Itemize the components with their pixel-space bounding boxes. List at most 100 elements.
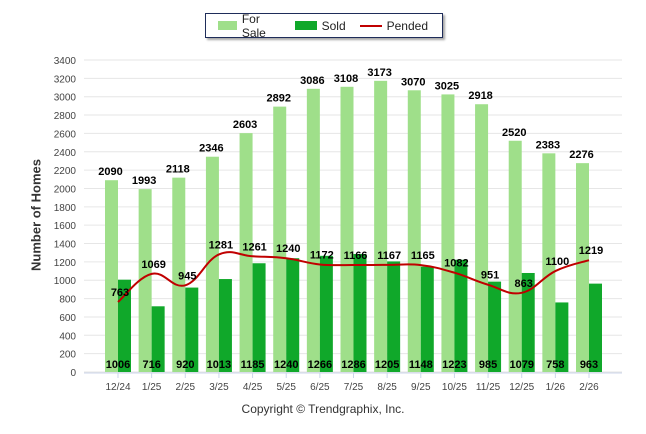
y-tick-label: 0 bbox=[70, 368, 76, 379]
pended-line-series bbox=[117, 251, 590, 303]
y-tick-label: 3000 bbox=[54, 93, 77, 104]
sold-swatch bbox=[294, 21, 317, 30]
legend-item-sold[interactable]: Sold bbox=[294, 18, 346, 33]
y-tick-label: 2600 bbox=[54, 129, 77, 140]
legend-label-sold: Sold bbox=[321, 18, 346, 33]
pended-value-label: 945 bbox=[178, 270, 196, 282]
sold-bar bbox=[353, 253, 367, 372]
sold-bar bbox=[589, 283, 602, 372]
y-tick-label: 2400 bbox=[54, 148, 77, 159]
pended-value-label: 863 bbox=[515, 278, 533, 290]
y-tick-label: 800 bbox=[59, 295, 76, 306]
x-tick-label: 6/25 bbox=[310, 382, 330, 393]
sold-value-label: 716 bbox=[142, 359, 160, 371]
x-tick-label: 9/25 bbox=[411, 382, 431, 393]
x-tick-label: 1/26 bbox=[546, 382, 566, 393]
x-tick-label: 12/25 bbox=[509, 382, 534, 393]
legend-item-pended[interactable]: Pended bbox=[359, 19, 428, 33]
sold-value-label: 1266 bbox=[308, 359, 332, 371]
legend-item-for-sale[interactable]: For Sale bbox=[218, 12, 281, 40]
for-sale-value-label: 2118 bbox=[166, 164, 190, 176]
sold-bar bbox=[286, 258, 300, 372]
sold-bar bbox=[185, 287, 199, 372]
x-tick-label: 11/25 bbox=[476, 382, 501, 393]
sold-value-label: 963 bbox=[580, 359, 598, 371]
x-axis: 12/24 1/25 2/25 3/25 4/25 5/25 6/25 7/25 8/25 9/2… bbox=[84, 372, 622, 393]
for-sale-bar bbox=[172, 177, 186, 372]
for-sale-bar bbox=[374, 80, 388, 372]
pended-value-label: 1240 bbox=[276, 243, 300, 255]
x-tick-label: 12/24 bbox=[105, 382, 130, 393]
sold-bar bbox=[151, 306, 165, 372]
for-sale-value-label: 2276 bbox=[569, 149, 593, 161]
for-sale-value-label: 3070 bbox=[401, 76, 425, 88]
sold-bar bbox=[218, 279, 232, 372]
y-tick-label: 1400 bbox=[54, 240, 77, 251]
pended-value-label: 951 bbox=[481, 270, 499, 282]
pended-value-label: 1172 bbox=[310, 249, 334, 261]
for-sale-value-label: 3173 bbox=[367, 67, 391, 79]
for-sale-value-label: 2090 bbox=[98, 166, 122, 178]
pended-value-label: 1219 bbox=[579, 245, 603, 257]
for-sale-bar bbox=[407, 90, 421, 373]
sold-value-label: 1223 bbox=[442, 359, 466, 371]
sold-bar bbox=[252, 263, 266, 372]
legend-label-for-sale: For Sale bbox=[241, 11, 266, 40]
pended-value-label: 1082 bbox=[444, 258, 468, 270]
for-sale-swatch bbox=[218, 21, 237, 30]
x-tick-label: 5/25 bbox=[276, 382, 296, 393]
sold-bar bbox=[319, 255, 333, 372]
for-sale-bars bbox=[105, 80, 589, 373]
sold-value-label: 985 bbox=[479, 359, 497, 371]
x-tick-label: 7/25 bbox=[344, 382, 364, 393]
for-sale-bar bbox=[273, 106, 287, 373]
sold-value-label: 1148 bbox=[409, 359, 433, 371]
y-tick-label: 3200 bbox=[54, 74, 77, 85]
x-tick-label: 1/25 bbox=[142, 382, 162, 393]
sold-bar bbox=[118, 279, 131, 372]
for-sale-bar bbox=[542, 153, 556, 372]
for-sale-value-label: 2603 bbox=[233, 119, 257, 131]
for-sale-value-label: 2918 bbox=[468, 90, 492, 102]
for-sale-value-label: 1993 bbox=[132, 175, 156, 187]
sold-value-label: 920 bbox=[176, 359, 194, 371]
for-sale-value-label: 2346 bbox=[199, 143, 223, 155]
sold-bar bbox=[387, 261, 401, 372]
sold-value-label: 1240 bbox=[274, 359, 298, 371]
copyright-text: Copyright © Trendgraphix, Inc. bbox=[241, 402, 405, 416]
y-axis-title: Number of Homes bbox=[28, 159, 44, 271]
sold-value-label: 1079 bbox=[509, 359, 533, 371]
for-sale-bar bbox=[508, 140, 522, 372]
y-tick-label: 2200 bbox=[54, 166, 77, 177]
x-tick-label: 4/25 bbox=[243, 382, 263, 393]
sold-value-label: 1006 bbox=[106, 359, 130, 371]
y-tick-label: 600 bbox=[59, 313, 76, 324]
y-tick-label: 1000 bbox=[54, 276, 77, 287]
pended-value-label: 1069 bbox=[141, 259, 165, 271]
for-sale-value-label: 2892 bbox=[266, 93, 290, 105]
sold-value-label: 1013 bbox=[207, 359, 231, 371]
for-sale-bar bbox=[138, 189, 152, 372]
for-sale-bar bbox=[475, 104, 489, 372]
for-sale-value-label: 3025 bbox=[435, 80, 459, 92]
x-tick-label: 3/25 bbox=[209, 382, 229, 393]
x-tick-label: 2/25 bbox=[176, 382, 196, 393]
for-sale-bar bbox=[340, 86, 354, 373]
x-tick-label: 8/25 bbox=[377, 382, 397, 393]
pended-value-label: 1166 bbox=[344, 250, 368, 262]
for-sale-bar bbox=[576, 163, 589, 372]
for-sale-bar bbox=[105, 180, 118, 372]
y-tick-label: 3400 bbox=[54, 56, 77, 67]
sold-value-label: 1286 bbox=[341, 359, 365, 371]
y-tick-label: 200 bbox=[59, 350, 76, 361]
sold-value-label: 1185 bbox=[241, 359, 265, 371]
sold-bar bbox=[454, 259, 468, 372]
sold-bar bbox=[555, 302, 569, 372]
sold-bars bbox=[118, 253, 602, 372]
y-tick-label: 2000 bbox=[54, 184, 77, 195]
y-tick-label: 2800 bbox=[54, 111, 77, 122]
pended-value-label: 1165 bbox=[411, 250, 435, 262]
for-sale-bar bbox=[205, 156, 219, 372]
for-sale-value-label: 2520 bbox=[502, 127, 526, 139]
sold-value-label: 758 bbox=[546, 359, 564, 371]
